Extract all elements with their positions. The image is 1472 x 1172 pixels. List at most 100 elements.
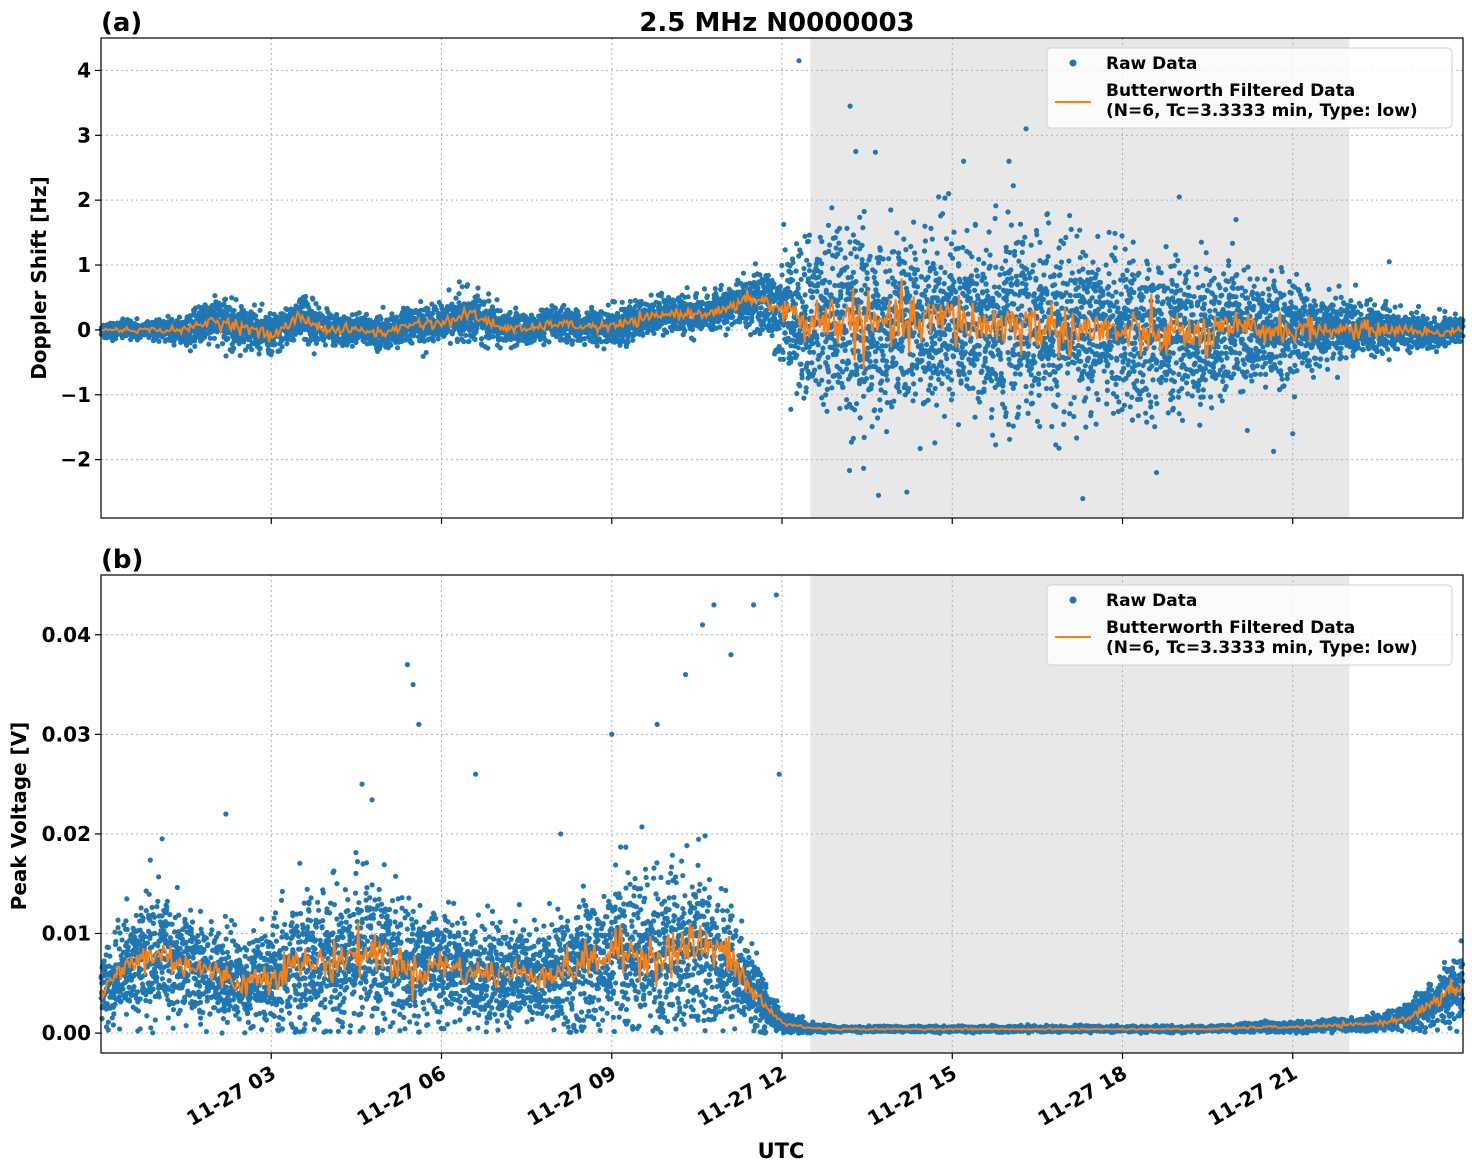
raw-point — [861, 393, 867, 399]
raw-point — [942, 195, 948, 201]
raw-point — [854, 365, 860, 371]
raw-point — [233, 297, 239, 303]
raw-point — [630, 337, 636, 343]
raw-point — [223, 353, 229, 359]
raw-point — [824, 408, 830, 414]
raw-point — [938, 264, 944, 271]
raw-point — [967, 295, 974, 302]
raw-point — [794, 352, 800, 358]
raw-point — [801, 395, 807, 401]
raw-point — [797, 383, 803, 389]
raw-point — [474, 325, 480, 332]
raw-point — [481, 299, 488, 305]
raw-point — [394, 345, 401, 351]
raw-point — [962, 341, 969, 347]
raw-point — [802, 233, 808, 239]
raw-point — [932, 440, 938, 446]
raw-point — [212, 293, 218, 299]
raw-point — [934, 402, 940, 408]
raw-point — [869, 424, 875, 430]
raw-point — [810, 294, 816, 300]
raw-point — [780, 356, 787, 362]
raw-point — [790, 260, 796, 266]
raw-point — [789, 277, 796, 283]
raw-point — [896, 250, 902, 256]
raw-point — [948, 377, 955, 383]
raw-point — [957, 279, 963, 285]
raw-point — [917, 445, 923, 452]
raw-point — [818, 269, 824, 276]
raw-point — [685, 294, 691, 300]
raw-point — [332, 342, 338, 348]
raw-point — [601, 346, 607, 352]
raw-point — [640, 332, 646, 338]
raw-point — [769, 327, 775, 333]
raw-point — [303, 293, 309, 300]
raw-point — [803, 304, 809, 310]
raw-point — [279, 344, 285, 350]
raw-point — [765, 311, 772, 317]
raw-point — [900, 344, 906, 350]
raw-point — [928, 225, 934, 231]
raw-point — [712, 286, 718, 292]
raw-point — [911, 219, 917, 225]
raw-point — [781, 221, 787, 227]
raw-point — [171, 342, 177, 348]
raw-point — [882, 305, 888, 311]
raw-point — [474, 293, 480, 299]
raw-point — [914, 267, 921, 273]
raw-point — [689, 326, 696, 333]
raw-point — [486, 298, 492, 304]
raw-point — [237, 352, 243, 359]
raw-point — [922, 223, 928, 229]
raw-point — [901, 236, 907, 242]
raw-point — [704, 293, 711, 299]
raw-point — [575, 308, 581, 315]
raw-point — [923, 288, 929, 294]
raw-point — [561, 302, 567, 308]
raw-point — [291, 337, 297, 343]
raw-point — [911, 330, 917, 336]
raw-point — [861, 465, 867, 471]
raw-point — [924, 297, 930, 303]
raw-point — [848, 251, 854, 257]
raw-point — [356, 310, 362, 316]
raw-point — [844, 264, 850, 270]
raw-point — [887, 293, 893, 299]
raw-point — [850, 232, 857, 238]
raw-point — [812, 367, 818, 373]
raw-point — [486, 291, 492, 297]
raw-point — [497, 308, 503, 314]
raw-point — [885, 365, 891, 371]
raw-point — [860, 225, 866, 231]
raw-point — [960, 244, 966, 250]
raw-point — [859, 257, 865, 263]
raw-point — [187, 348, 193, 354]
raw-point — [886, 256, 892, 262]
raw-point — [251, 302, 258, 308]
raw-point — [220, 341, 226, 347]
raw-point — [912, 391, 919, 397]
raw-point — [803, 385, 809, 391]
raw-point — [648, 292, 654, 298]
raw-point — [765, 272, 772, 278]
raw-point — [925, 274, 931, 280]
raw-point — [847, 239, 853, 245]
raw-point — [723, 332, 729, 338]
raw-point — [605, 302, 611, 308]
raw-point — [850, 269, 857, 275]
raw-point — [967, 369, 973, 375]
raw-point — [964, 227, 970, 234]
raw-point — [871, 274, 877, 281]
raw-point — [874, 281, 880, 287]
raw-point — [869, 374, 875, 380]
raw-point — [701, 286, 708, 292]
raw-point — [612, 299, 618, 305]
raw-point — [418, 299, 424, 305]
raw-point — [950, 391, 956, 397]
raw-point — [906, 385, 912, 391]
raw-point — [463, 332, 469, 338]
raw-point — [877, 247, 884, 253]
raw-point — [863, 262, 870, 268]
